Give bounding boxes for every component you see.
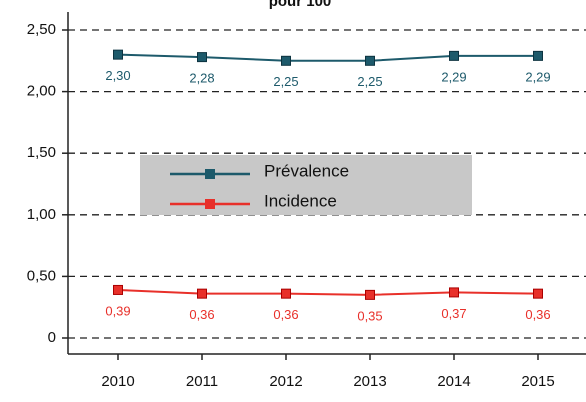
y-tick-label: 2,00 xyxy=(27,83,56,100)
value-label: 2,28 xyxy=(189,71,214,86)
point xyxy=(281,288,291,299)
value-label: 2,25 xyxy=(273,74,298,89)
y-tick-label: 0,50 xyxy=(27,267,56,284)
value-label: 0,36 xyxy=(273,307,298,322)
y-tick-label: 1,00 xyxy=(27,206,56,223)
point xyxy=(197,288,207,299)
legend-label: Prévalence xyxy=(264,161,349,180)
chart-title: pour 100 xyxy=(269,0,332,10)
series-line xyxy=(117,53,538,62)
point xyxy=(365,289,375,300)
value-label: 2,29 xyxy=(525,69,550,84)
value-label: 0,39 xyxy=(105,303,130,318)
value-label: 0,36 xyxy=(525,307,550,322)
point xyxy=(533,288,543,299)
point xyxy=(449,287,459,298)
value-label: 2,25 xyxy=(357,74,382,89)
x-tick-label: 2013 xyxy=(353,373,386,390)
x-tick-label: 2015 xyxy=(521,373,554,390)
x-tick-label: 2010 xyxy=(101,373,134,390)
x-tick-label: 2011 xyxy=(186,373,218,390)
x-tick-label: 2012 xyxy=(269,373,302,390)
point xyxy=(281,55,291,66)
y-tick-label: 2,50 xyxy=(27,21,56,38)
point xyxy=(113,49,123,60)
x-tick-label: 2014 xyxy=(437,373,470,390)
y-tick-label: 1,50 xyxy=(27,144,56,161)
series-line xyxy=(117,288,539,296)
point xyxy=(533,50,543,61)
point xyxy=(113,284,123,295)
value-label: 0,36 xyxy=(189,307,214,322)
y-tick-label: 0 xyxy=(48,329,56,346)
point xyxy=(449,50,459,61)
value-label: 0,37 xyxy=(441,306,466,321)
value-label: 0,35 xyxy=(357,308,382,323)
value-label: 2,30 xyxy=(105,68,130,83)
legend-marker xyxy=(205,199,215,209)
legend-marker xyxy=(205,169,215,179)
legend-label: Incidence xyxy=(264,191,337,210)
value-label: 2,29 xyxy=(441,69,466,84)
point xyxy=(365,55,375,66)
point xyxy=(197,52,207,63)
